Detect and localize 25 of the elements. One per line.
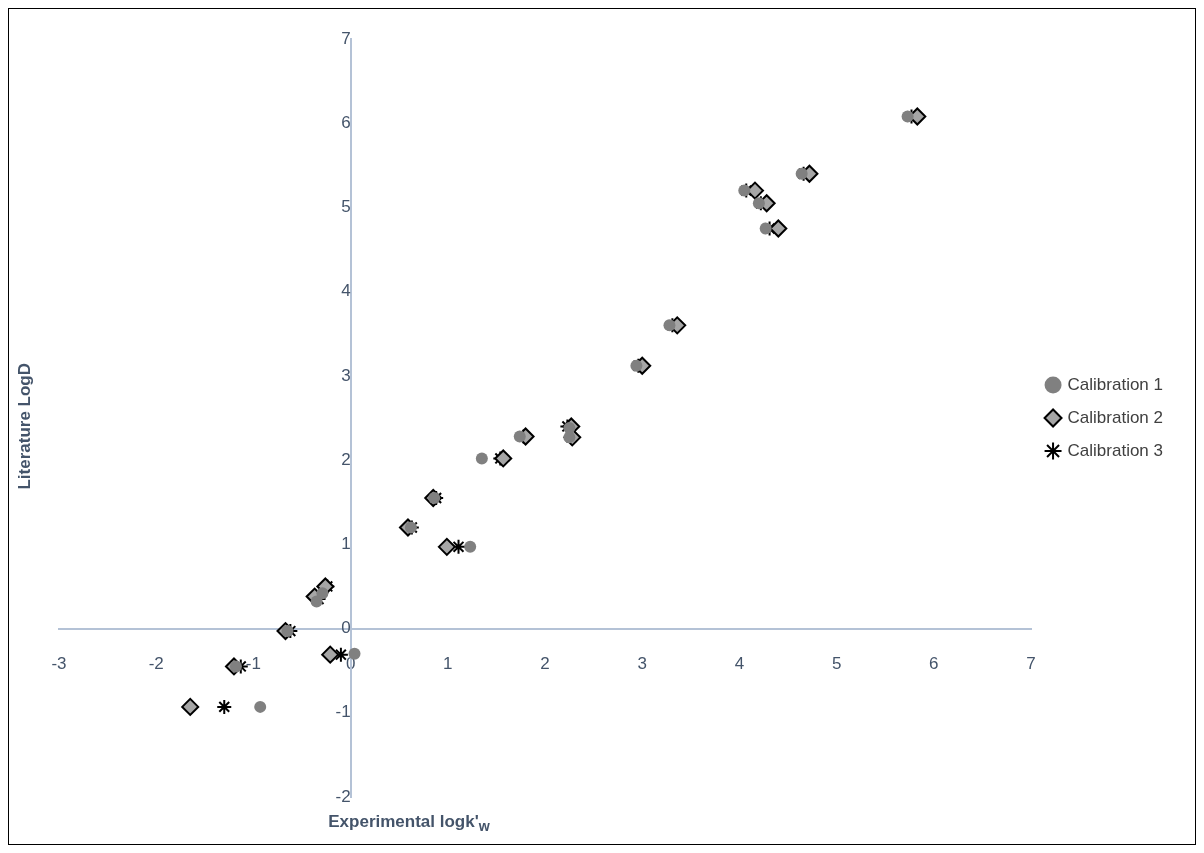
y-tick-label: 1 <box>341 534 351 554</box>
x-tick-label: 7 <box>1026 654 1036 674</box>
y-tick-label: 2 <box>341 449 351 469</box>
x-tick-label: 6 <box>929 654 939 674</box>
y-tick-label: 6 <box>341 112 351 132</box>
x-tick-label: -2 <box>148 654 164 674</box>
x-tick-label: 3 <box>637 654 647 674</box>
legend-label: Calibration 1 <box>1067 374 1164 394</box>
y-tick-label: 4 <box>341 281 351 301</box>
y-tick-label: 3 <box>341 365 351 385</box>
x-tick-label: 5 <box>831 654 842 674</box>
legend-label: Calibration 3 <box>1067 440 1164 460</box>
y-tick-label: 5 <box>341 197 351 217</box>
y-axis-title: Literature LogD <box>15 363 35 490</box>
legend-label: Calibration 2 <box>1067 407 1164 427</box>
x-tick-label: 1 <box>443 654 453 674</box>
y-tick-label: 0 <box>341 618 351 638</box>
x-axis-title: Experimental logk'$_{w}$ <box>327 811 491 834</box>
y-tick-label: 7 <box>341 28 351 48</box>
x-tick-label: 4 <box>734 654 745 674</box>
x-tick-label: 2 <box>540 654 550 674</box>
x-tick-label: -3 <box>51 654 67 674</box>
y-tick-label: -1 <box>335 702 351 722</box>
x-tick-label: -1 <box>245 654 261 674</box>
y-tick-label: -2 <box>335 786 351 806</box>
